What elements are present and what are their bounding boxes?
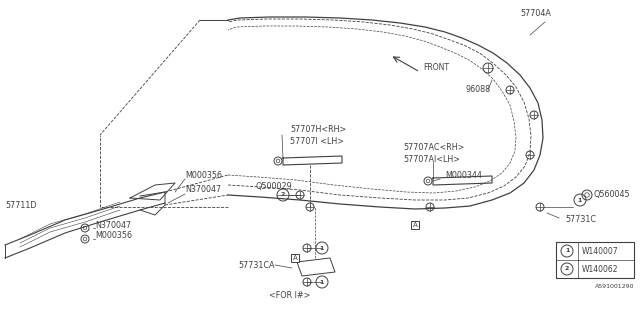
Text: A: A: [292, 255, 298, 261]
Text: 96088: 96088: [465, 85, 490, 94]
Text: 57707I <LH>: 57707I <LH>: [290, 137, 344, 146]
Text: Q560045: Q560045: [593, 190, 630, 199]
Text: FRONT: FRONT: [423, 63, 449, 73]
Text: 57731CA: 57731CA: [238, 260, 275, 269]
Text: 57704A: 57704A: [520, 10, 551, 19]
Text: W140062: W140062: [582, 265, 618, 274]
Text: 1: 1: [320, 245, 324, 251]
Text: 57711D: 57711D: [5, 201, 36, 210]
Text: M000356: M000356: [95, 231, 132, 241]
Text: Q500029: Q500029: [255, 181, 292, 190]
Text: 57707AI<LH>: 57707AI<LH>: [403, 155, 460, 164]
Text: 1: 1: [320, 279, 324, 284]
Text: 57707AC<RH>: 57707AC<RH>: [403, 143, 465, 153]
Text: A591001290: A591001290: [595, 284, 634, 289]
FancyBboxPatch shape: [556, 242, 634, 278]
Text: 2: 2: [565, 267, 569, 271]
Text: 1: 1: [578, 197, 582, 203]
Text: 2: 2: [281, 193, 285, 197]
Text: N370047: N370047: [95, 220, 131, 229]
Text: N370047: N370047: [185, 186, 221, 195]
Text: 1: 1: [565, 249, 569, 253]
Text: 57731C: 57731C: [565, 215, 596, 225]
Text: M000344: M000344: [445, 171, 482, 180]
Text: W140007: W140007: [582, 246, 619, 255]
Text: 57707H<RH>: 57707H<RH>: [290, 125, 346, 134]
Text: <FOR I#>: <FOR I#>: [269, 292, 310, 300]
Text: A: A: [413, 222, 417, 228]
Text: M000356: M000356: [185, 171, 222, 180]
